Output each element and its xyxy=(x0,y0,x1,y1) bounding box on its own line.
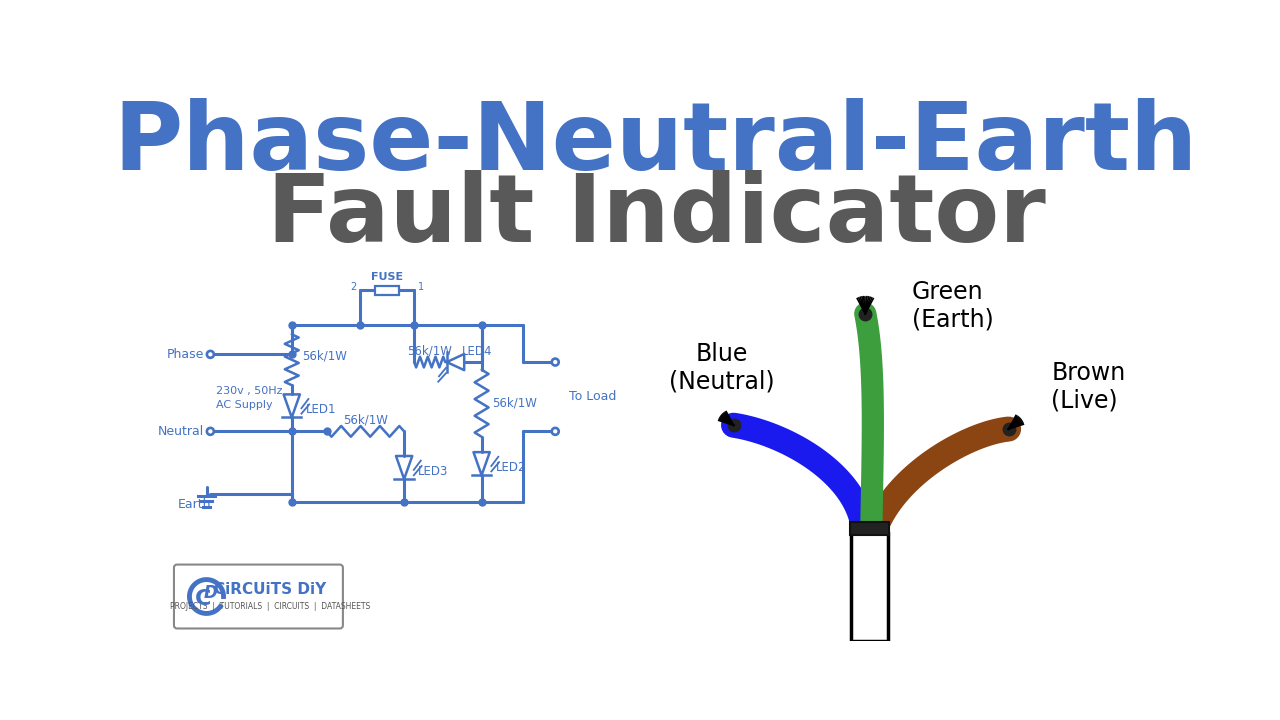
Text: Green
(Earth): Green (Earth) xyxy=(911,280,993,332)
Text: 56k/1W: 56k/1W xyxy=(343,413,388,426)
Text: 1: 1 xyxy=(419,282,424,292)
Bar xyxy=(850,533,888,641)
Text: 56k/1W: 56k/1W xyxy=(493,397,538,410)
Text: To Load: To Load xyxy=(570,390,617,403)
Text: Phase: Phase xyxy=(166,348,205,361)
FancyBboxPatch shape xyxy=(174,564,343,629)
Text: 56k/1W: 56k/1W xyxy=(407,344,452,357)
Text: LED2: LED2 xyxy=(495,461,526,474)
Text: FUSE: FUSE xyxy=(371,271,403,282)
Bar xyxy=(850,522,888,534)
Text: LED1: LED1 xyxy=(306,403,337,416)
Text: Brown
(Live): Brown (Live) xyxy=(1051,361,1125,413)
Text: Blue
(Neutral): Blue (Neutral) xyxy=(669,341,774,393)
Text: Earth: Earth xyxy=(178,498,211,511)
Text: LED4: LED4 xyxy=(462,345,492,358)
Text: Neutral: Neutral xyxy=(157,425,205,438)
Text: 2: 2 xyxy=(349,282,356,292)
Text: PROJECTS  |  TUTORIALS  |  CIRCUITS  |  DATASHEETS: PROJECTS | TUTORIALS | CIRCUITS | DATASH… xyxy=(170,603,370,611)
Text: 56k/1W: 56k/1W xyxy=(302,349,347,362)
Text: D: D xyxy=(204,584,218,602)
Text: 230v , 50Hz
AC Supply: 230v , 50Hz AC Supply xyxy=(216,386,283,410)
Bar xyxy=(375,287,399,294)
Text: Fault Indicator: Fault Indicator xyxy=(266,170,1046,262)
Text: C: C xyxy=(196,589,211,609)
Text: Phase-Neutral-Earth: Phase-Neutral-Earth xyxy=(114,98,1198,190)
Text: CiRCUiTS DiY: CiRCUiTS DiY xyxy=(214,582,326,597)
Text: LED3: LED3 xyxy=(419,465,448,478)
